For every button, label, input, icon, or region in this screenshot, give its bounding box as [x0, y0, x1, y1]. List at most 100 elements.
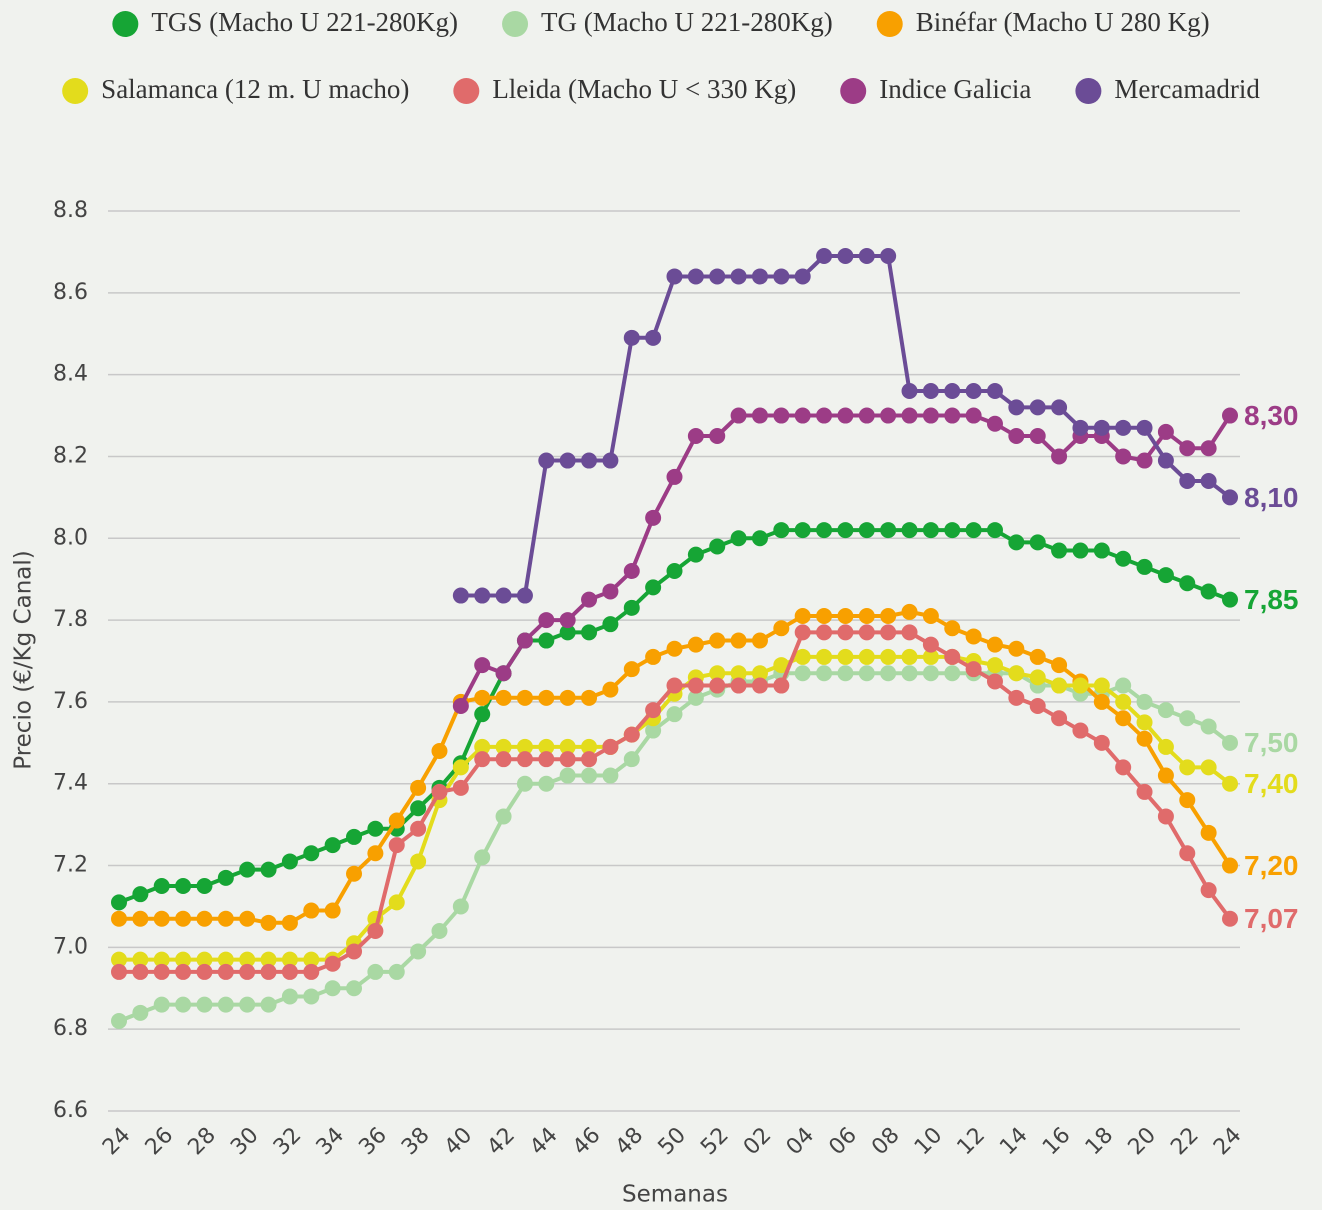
point	[1008, 428, 1025, 444]
point	[1051, 399, 1068, 416]
point	[901, 624, 918, 641]
point	[794, 522, 811, 539]
x-tick-label: 48	[611, 1123, 648, 1160]
point	[516, 775, 533, 792]
point	[709, 632, 726, 649]
data-label: 7,07	[1244, 903, 1299, 934]
point	[901, 383, 918, 399]
point	[602, 452, 619, 469]
point	[1136, 714, 1153, 731]
point	[1136, 730, 1153, 747]
point	[196, 951, 213, 968]
x-tick-label: 24	[1209, 1123, 1246, 1160]
point	[901, 522, 918, 539]
legend-item: Lleida (Macho U < 330 Kg)	[453, 74, 796, 104]
y-tick-label: 7.8	[53, 607, 88, 632]
point	[153, 951, 170, 968]
point	[410, 820, 427, 837]
point	[260, 861, 277, 878]
point	[324, 980, 341, 997]
point	[623, 661, 640, 678]
point	[858, 407, 875, 424]
point	[559, 452, 576, 469]
point	[1029, 698, 1046, 714]
point	[217, 996, 234, 1013]
point	[645, 722, 662, 739]
point	[1072, 722, 1089, 739]
point	[602, 616, 619, 633]
x-tick-label: 34	[312, 1123, 349, 1160]
point	[538, 751, 555, 768]
point	[1200, 440, 1217, 457]
point	[1115, 710, 1132, 727]
point	[922, 407, 939, 424]
legend-item: Mercamadrid	[1075, 74, 1260, 104]
legend-item: Salamanca (12 m. U macho)	[62, 74, 409, 104]
point	[1093, 734, 1110, 751]
point	[730, 665, 747, 682]
point	[666, 268, 683, 285]
point	[751, 677, 768, 694]
point	[816, 248, 833, 264]
point	[1222, 857, 1238, 874]
point	[111, 910, 127, 927]
x-tick-label: 02	[739, 1123, 776, 1160]
point	[388, 812, 405, 829]
x-tick-label: 18	[1081, 1123, 1118, 1160]
point	[175, 910, 192, 927]
point	[559, 624, 576, 641]
point	[1157, 423, 1174, 440]
point	[922, 665, 939, 682]
point	[730, 407, 747, 424]
point	[175, 951, 192, 968]
point	[922, 636, 939, 653]
point	[303, 963, 320, 980]
point	[816, 648, 833, 665]
point	[196, 963, 213, 980]
point	[1157, 738, 1174, 755]
point	[751, 632, 768, 649]
point	[1115, 550, 1132, 567]
point	[153, 910, 170, 927]
point	[1136, 558, 1153, 575]
point	[1200, 473, 1217, 489]
point	[1008, 665, 1025, 682]
point	[581, 591, 598, 608]
point	[816, 608, 833, 624]
point	[858, 648, 875, 665]
point	[581, 767, 598, 784]
point	[986, 657, 1003, 674]
point	[773, 407, 790, 424]
data-label: 7,40	[1244, 768, 1299, 799]
legend-label: Lleida (Macho U < 330 Kg)	[492, 74, 796, 104]
point	[452, 698, 469, 714]
point	[666, 677, 683, 694]
point	[281, 963, 298, 980]
point	[709, 428, 726, 444]
point	[175, 963, 192, 980]
point	[837, 608, 854, 624]
point	[1136, 419, 1153, 436]
point	[645, 702, 662, 719]
point	[474, 706, 491, 723]
point	[410, 800, 427, 817]
x-tick-label: 40	[440, 1123, 477, 1160]
point	[1179, 845, 1196, 862]
legend-item: TG (Macho U 221-280Kg)	[502, 7, 833, 37]
point	[1072, 677, 1089, 694]
x-tick-label: 30	[226, 1123, 263, 1160]
point	[794, 407, 811, 424]
point	[986, 522, 1003, 539]
point	[111, 894, 127, 911]
point	[986, 673, 1003, 690]
point	[495, 689, 512, 706]
point	[474, 738, 491, 755]
point	[1029, 428, 1046, 444]
point	[730, 530, 747, 547]
point	[666, 706, 683, 723]
point	[1072, 419, 1089, 436]
point	[388, 837, 405, 854]
point	[816, 522, 833, 539]
point	[1179, 440, 1196, 457]
point	[153, 878, 170, 894]
